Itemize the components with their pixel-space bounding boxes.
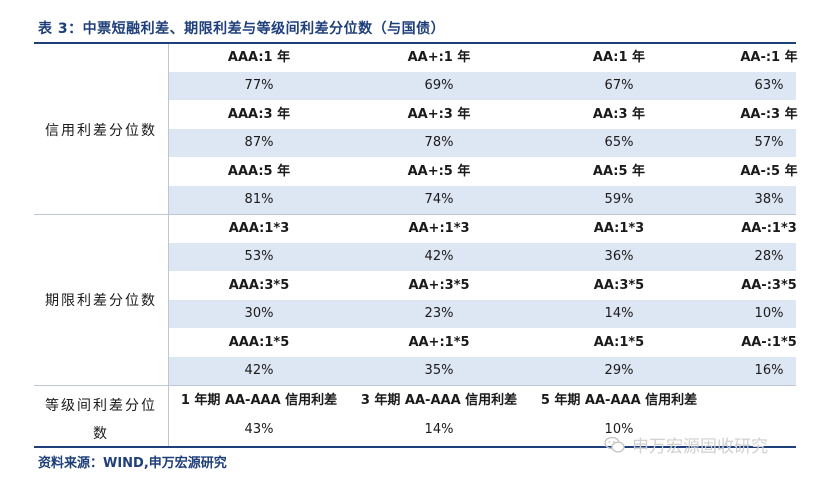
section-label-grade: 等级间利差分位 数: [34, 392, 168, 448]
table-cell: AA+:1*3: [408, 221, 470, 236]
watermark-text: 申万宏源固收研究: [632, 437, 768, 457]
table-cell: AA+:3 年: [407, 107, 471, 122]
table-cell: 59%: [604, 192, 634, 207]
table-row: AAA:1*3 AA+:1*3 AA:1*3 AA-:1*3: [169, 215, 797, 243]
table-row: 87% 78% 65% 57%: [169, 129, 796, 157]
table-cell: AA-:1*5: [741, 335, 797, 350]
table-cell: 43%: [244, 422, 274, 437]
table-cell: 36%: [604, 249, 634, 264]
table-cell: 57%: [754, 135, 784, 150]
table-cell: 77%: [244, 78, 274, 93]
table-cell: AAA:1*3: [228, 221, 290, 236]
table-cell: 53%: [244, 249, 274, 264]
table-cell: 16%: [754, 363, 784, 378]
section-label-line: 等级间利差分位: [45, 398, 157, 414]
table-cell: AAA:5 年: [227, 164, 291, 179]
table-cell: 28%: [754, 249, 784, 264]
table-title: 表 3：中票短融利差、期限利差与等级间利差分位数（与国债）: [38, 21, 446, 37]
table-cell: 65%: [604, 135, 634, 150]
section-divider: [34, 385, 796, 386]
section-label-credit: 信用利差分位数: [45, 123, 157, 139]
table-cell: AA+:5 年: [407, 164, 471, 179]
table-cell: 35%: [424, 363, 454, 378]
source-note: 资料来源：WIND,申万宏源研究: [38, 456, 227, 471]
table-cell: 23%: [424, 306, 454, 321]
table-cell: AA+:3*5: [408, 278, 470, 293]
table-cell: 14%: [604, 306, 634, 321]
table-row: 42% 35% 29% 16%: [169, 357, 796, 385]
table-cell: 29%: [604, 363, 634, 378]
section-label-line: 数: [93, 426, 109, 442]
section-label-term: 期限利差分位数: [45, 293, 157, 309]
table-cell: AAA:1*5: [228, 335, 290, 350]
table-cell: 1 年期 AA-AAA 信用利差: [180, 393, 338, 408]
table-cell: 14%: [424, 422, 454, 437]
table-row: AAA:5 年 AA+:5 年 AA:5 年 AA-:5 年: [169, 158, 798, 186]
table-cell: AAA:3 年: [227, 107, 291, 122]
table-row: 43% 14% 10%: [169, 416, 796, 444]
table-cell: 10%: [604, 422, 634, 437]
table-cell: 81%: [244, 192, 274, 207]
table-cell: AA:1 年: [592, 50, 646, 65]
table-cell: AA-:1 年: [740, 50, 798, 65]
table-row: AAA:1*5 AA+:1*5 AA:1*5 AA-:1*5: [169, 329, 797, 357]
table-cell: AAA:3*5: [228, 278, 290, 293]
table-cell: AA:5 年: [592, 164, 646, 179]
table-cell: AA+:1*5: [408, 335, 470, 350]
table-row: 53% 42% 36% 28%: [169, 243, 796, 271]
table-cell: 42%: [424, 249, 454, 264]
table-cell: 42%: [244, 363, 274, 378]
table-cell: 5 年期 AA-AAA 信用利差: [540, 393, 698, 408]
table-cell: AA:1*3: [593, 221, 645, 236]
table-row: 77% 69% 67% 63%: [169, 72, 796, 100]
table-cell: AA:3*5: [593, 278, 645, 293]
table-cell: 10%: [754, 306, 784, 321]
table-row: 30% 23% 14% 10%: [169, 300, 796, 328]
table-row: AAA:3*5 AA+:3*5 AA:3*5 AA-:3*5: [169, 272, 797, 300]
watermark: 申万宏源固收研究: [604, 432, 768, 457]
table-cell: AA-:1*3: [741, 221, 797, 236]
table-cell: 87%: [244, 135, 274, 150]
section-divider: [34, 214, 796, 215]
table-cell: 30%: [244, 306, 274, 321]
table-cell: AA-:3*5: [741, 278, 797, 293]
wechat-icon: [604, 436, 625, 453]
table-cell: 69%: [424, 78, 454, 93]
table-cell: AA-:5 年: [740, 164, 798, 179]
table-cell: 67%: [604, 78, 634, 93]
table-cell: AA-:3 年: [740, 107, 798, 122]
column-divider: [168, 44, 169, 446]
table-row: 1 年期 AA-AAA 信用利差 3 年期 AA-AAA 信用利差 5 年期 A…: [169, 387, 796, 415]
table-cell: 74%: [424, 192, 454, 207]
table-cell: AA+:1 年: [407, 50, 471, 65]
bottom-rule: [34, 446, 796, 448]
table-row: 81% 74% 59% 38%: [169, 186, 796, 214]
table-cell: 63%: [754, 78, 784, 93]
table-cell: AA:1*5: [593, 335, 645, 350]
table-cell: AAA:1 年: [227, 50, 291, 65]
table-cell: AA:3 年: [592, 107, 646, 122]
top-rule: [34, 42, 796, 44]
table-cell: 38%: [754, 192, 784, 207]
table-cell: 3 年期 AA-AAA 信用利差: [360, 393, 518, 408]
table-row: AAA:1 年 AA+:1 年 AA:1 年 AA-:1 年: [169, 44, 798, 72]
table-cell: 78%: [424, 135, 454, 150]
table-row: AAA:3 年 AA+:3 年 AA:3 年 AA-:3 年: [169, 101, 798, 129]
